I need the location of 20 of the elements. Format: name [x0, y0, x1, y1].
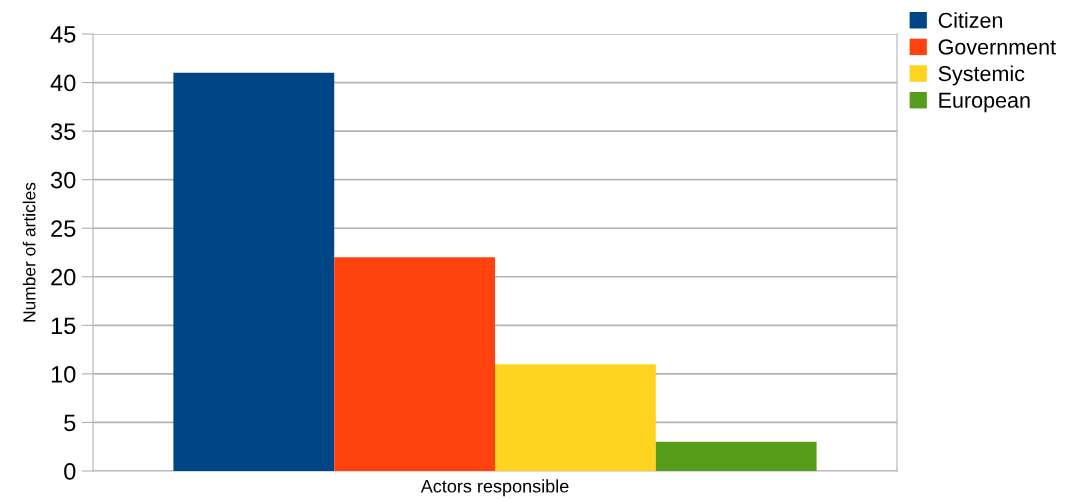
y-tick-label: 20 [51, 268, 76, 286]
y-tick-label: 5 [64, 414, 76, 432]
legend-label: Government [938, 39, 1056, 55]
legend-label: Systemic [938, 65, 1025, 86]
y-tick-label: 30 [50, 171, 76, 189]
bar [495, 364, 656, 471]
y-tick-label: 25 [51, 220, 76, 238]
legend-label: Citizen [938, 12, 1003, 28]
x-tick-label: Actors responsible [420, 479, 569, 497]
bar [173, 72, 335, 471]
bar [655, 441, 817, 471]
y-tick-label: 35 [50, 123, 76, 140]
bar [334, 257, 495, 471]
y-tick-label: 0 [64, 463, 76, 480]
y-tick-label: 15 [51, 317, 76, 335]
y-tick-label: 45 [50, 26, 76, 43]
y-tick-label: 40 [50, 74, 76, 92]
legend-label: European [939, 92, 1030, 113]
y-tick-label: 10 [51, 365, 76, 383]
y-axis-title: Number of articles [22, 182, 36, 322]
